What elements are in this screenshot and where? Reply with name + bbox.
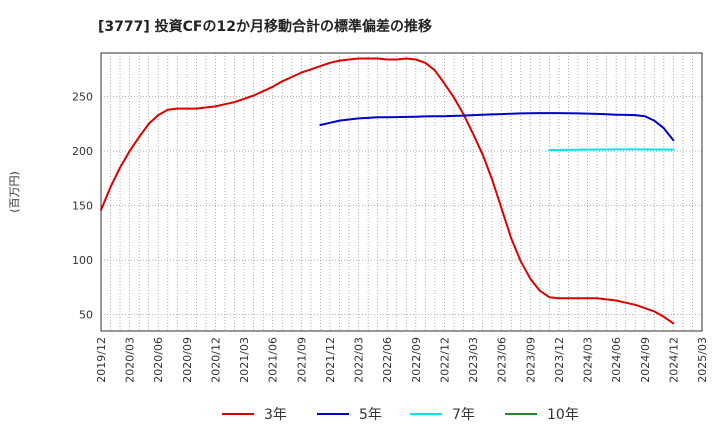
y-axis-label: (百万円) (8, 171, 21, 213)
x-tick-label: 2019/12 (95, 337, 108, 383)
y-tick-label: 100 (72, 254, 93, 267)
x-tick-label: 2024/06 (610, 337, 623, 383)
x-tick-label: 2022/12 (438, 337, 451, 383)
x-tick-label: 2020/06 (152, 337, 165, 383)
x-tick-label: 2024/12 (667, 337, 680, 383)
plot-frame (100, 52, 703, 332)
x-tick-label: 2021/06 (267, 337, 280, 383)
x-tick-label: 2024/03 (582, 337, 595, 383)
x-tick-label: 2023/03 (467, 337, 480, 383)
series-line-1 (100, 57, 675, 325)
series-layer (100, 57, 675, 325)
x-tick-label: 2023/06 (496, 337, 509, 383)
vertical-gridlines (100, 53, 703, 331)
y-tick-label: 200 (72, 145, 93, 158)
x-axis-ticks: 2019/12 2020/03 2020/06 2020/09 2020/12 2021/… (95, 337, 709, 383)
legend: 3年 5年 7年 10年 (222, 407, 579, 423)
x-tick-label: 2023/12 (553, 337, 566, 383)
legend-label-3: 7年 (452, 407, 475, 423)
series-line-2 (319, 112, 675, 142)
x-tick-label: 2022/09 (410, 337, 423, 383)
horizontal-gridlines (101, 96, 702, 316)
x-tick-label: 2022/06 (381, 337, 394, 383)
y-tick-label: 150 (72, 200, 93, 213)
x-tick-label: 2023/09 (524, 337, 537, 383)
y-axis-ticks: 50 100 150 200 250 (72, 91, 93, 322)
x-tick-label: 2024/09 (639, 337, 652, 383)
y-tick-label: 50 (79, 309, 93, 322)
plot-area (101, 53, 702, 331)
legend-label-2: 5年 (359, 407, 382, 423)
legend-label-4: 10年 (547, 407, 579, 423)
y-tick-label: 250 (72, 91, 93, 104)
x-tick-label: 2021/09 (295, 337, 308, 383)
x-tick-label: 2020/09 (181, 337, 194, 383)
series-line-3 (548, 148, 675, 151)
x-tick-label: 2021/03 (238, 337, 251, 383)
x-tick-label: 2025/03 (696, 337, 709, 383)
chart-title: [3777] 投資CFの12か月移動合計の標準偏差の推移 (98, 18, 432, 35)
legend-label-1: 3年 (264, 407, 287, 423)
x-tick-label: 2022/03 (353, 337, 366, 383)
x-tick-label: 2020/03 (124, 337, 137, 383)
x-tick-label: 2021/12 (324, 337, 337, 383)
x-tick-label: 2020/12 (209, 337, 222, 383)
